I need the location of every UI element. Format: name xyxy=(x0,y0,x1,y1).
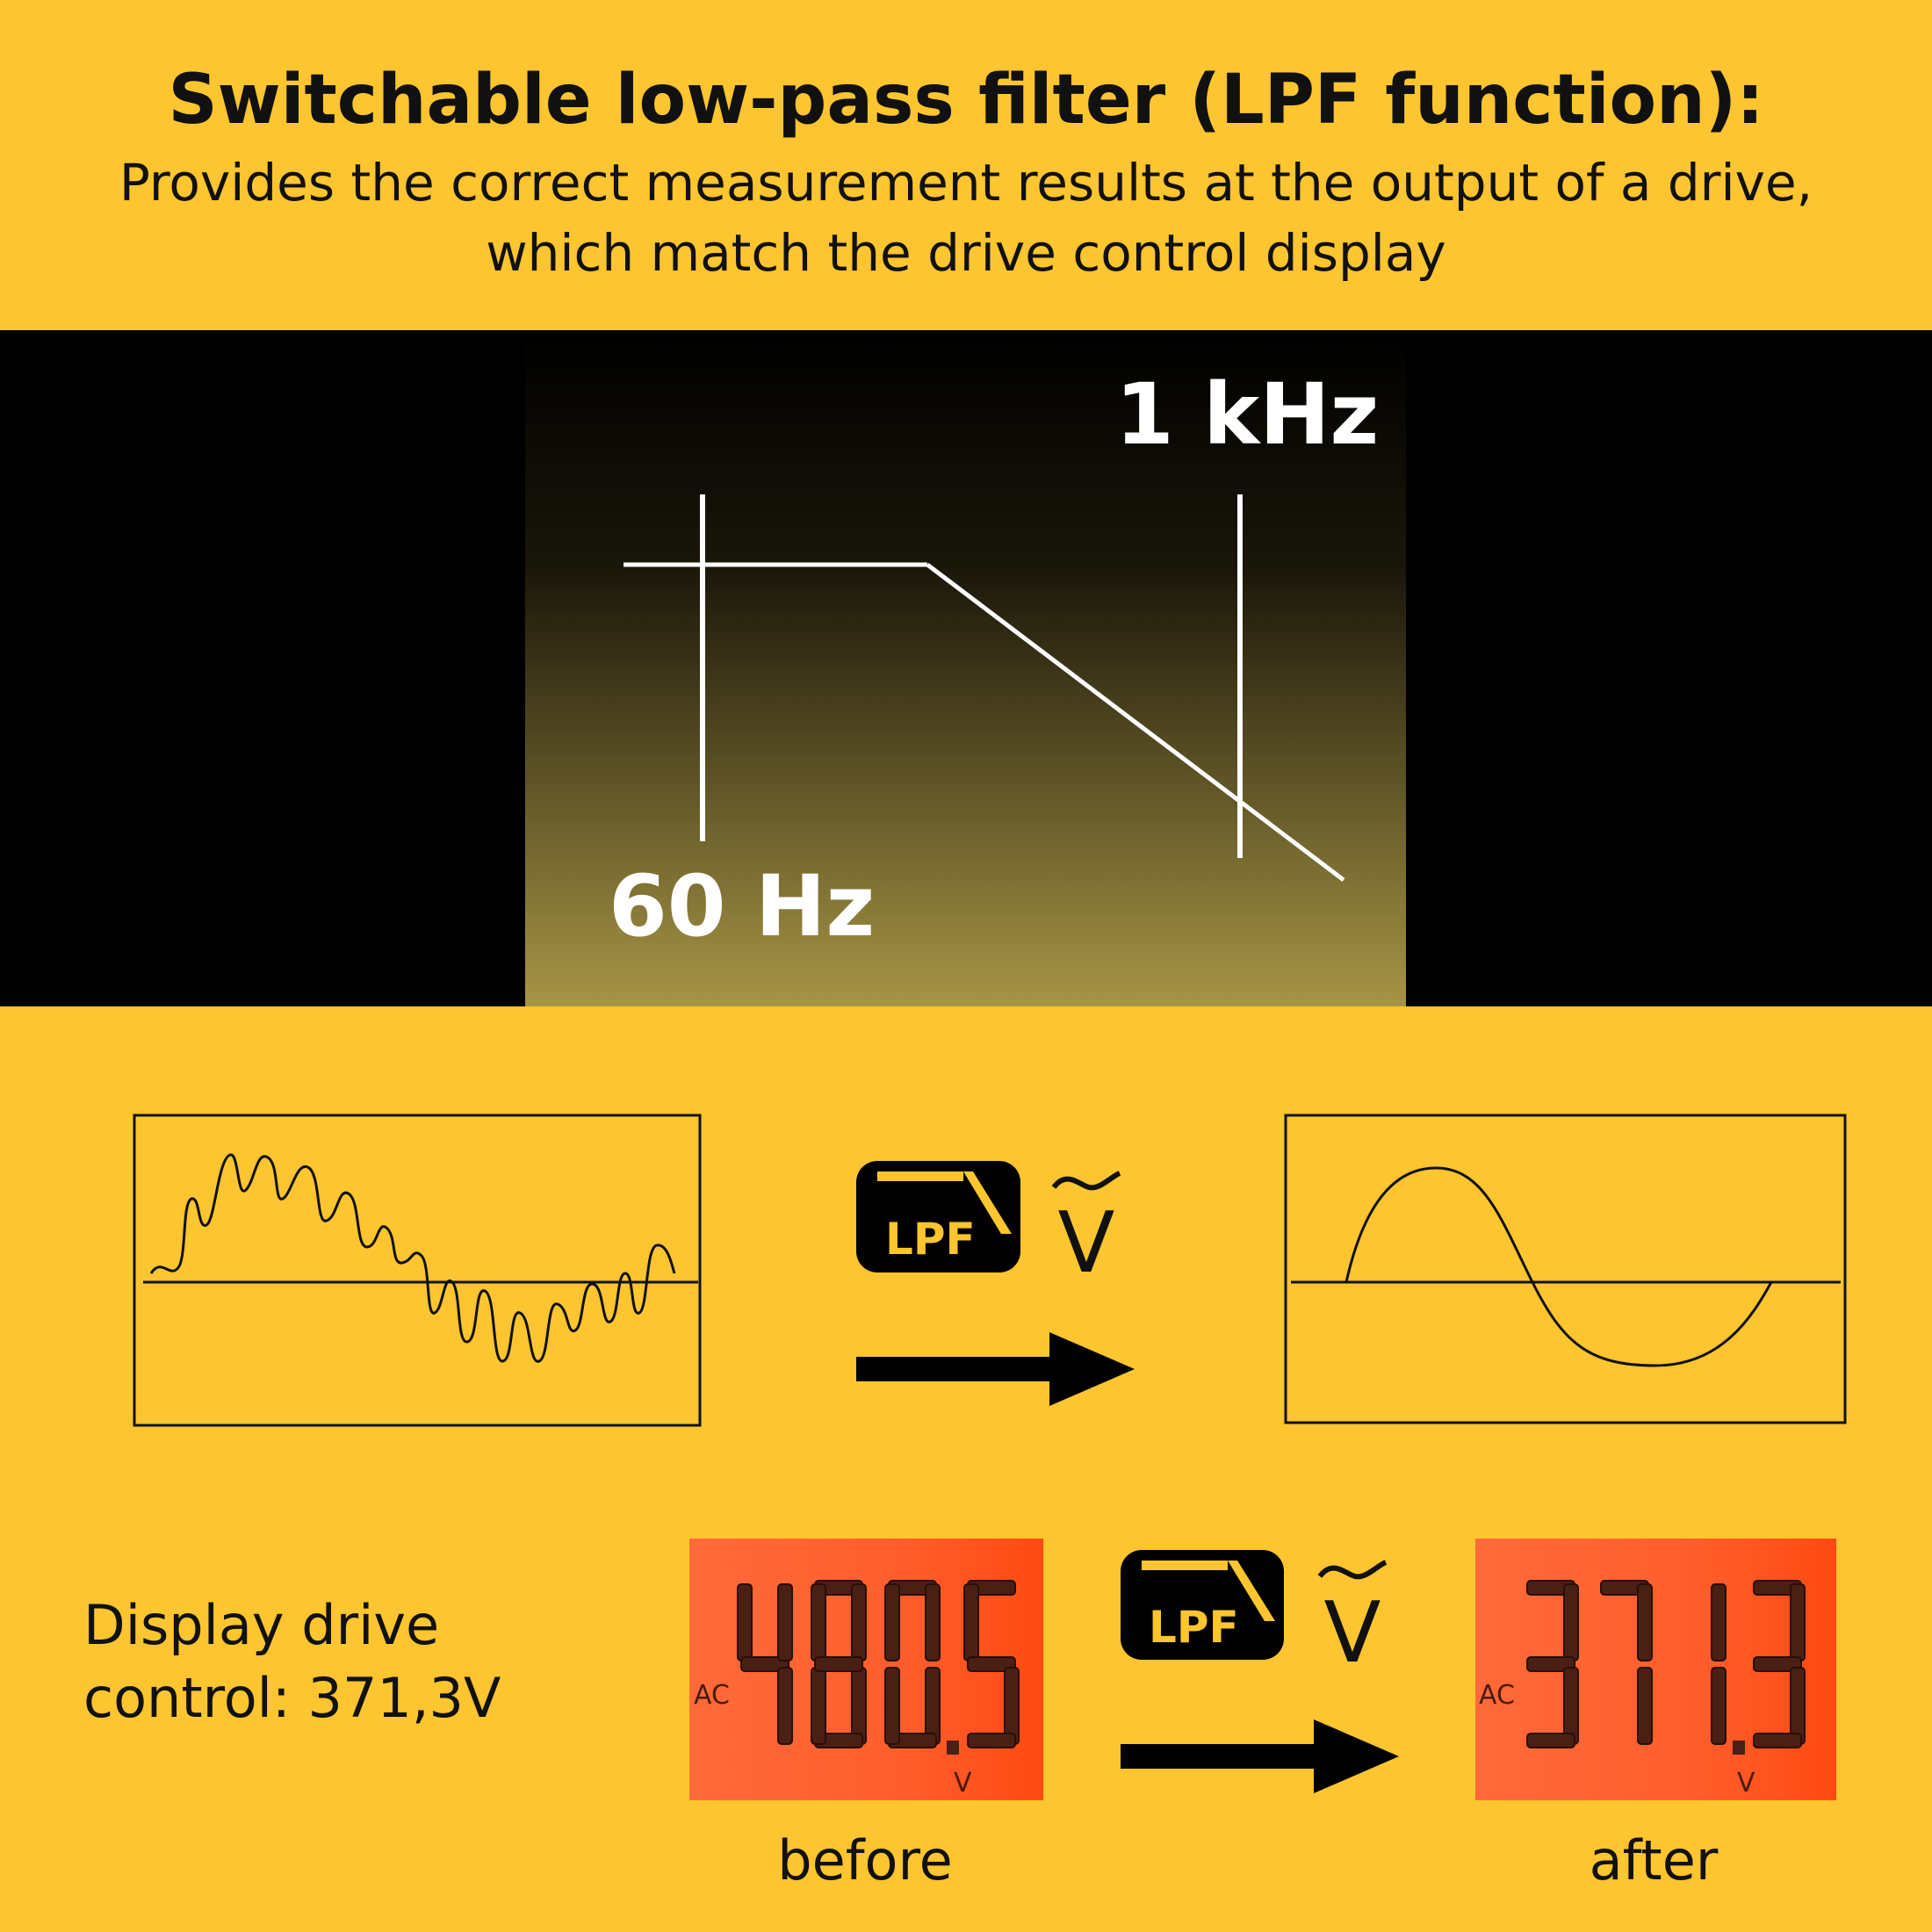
lcd-segment-5-g xyxy=(967,1656,1016,1672)
lcd-segment-4-f xyxy=(737,1583,753,1662)
lcd-segment-0-f xyxy=(884,1583,900,1662)
lcd-segment-0-b xyxy=(925,1583,941,1662)
lcd-segment-3-g xyxy=(1753,1656,1802,1672)
lcd-segment-7-b xyxy=(1637,1583,1653,1662)
lcd-segment-8-c xyxy=(851,1667,867,1745)
lpf-badge-icon-2: LPF xyxy=(1121,1550,1284,1660)
lcd-segment-1-b xyxy=(1711,1583,1727,1662)
filter-diagram-panel xyxy=(525,330,1406,1006)
lcd-segment-0-c xyxy=(925,1667,941,1745)
display-drive-text-line-1: Display drive xyxy=(83,1593,439,1657)
noisy-waveform-box xyxy=(133,1114,702,1427)
lcd-segment-4-b xyxy=(777,1583,793,1662)
lcd-before-digits xyxy=(737,1580,1020,1755)
lcd-segment-1-c xyxy=(1711,1667,1727,1745)
lcd-segment-3-b xyxy=(1790,1583,1806,1662)
lcd-segment-8-g xyxy=(814,1656,863,1672)
lcd-segment-8-b xyxy=(851,1583,867,1662)
lcd-segment-3-c xyxy=(1563,1667,1579,1745)
label-60hz: 60 Hz xyxy=(609,857,875,955)
lcd-after-unit: V xyxy=(1737,1768,1755,1799)
page-title: Switchable low-pass filter (LPF function… xyxy=(168,61,1763,140)
lcd-segment-4-c xyxy=(777,1667,793,1745)
lcd-segment-5-f xyxy=(963,1583,979,1662)
lcd-after-mode: AC xyxy=(1479,1680,1515,1711)
lpf-badge-icon: LPF xyxy=(856,1161,1020,1272)
lcd-segment-0-e xyxy=(884,1667,900,1745)
lcd-segment-3-c xyxy=(1790,1667,1806,1745)
lpf-badge-label: LPF xyxy=(885,1214,976,1265)
lcd-decimal-point xyxy=(1733,1741,1745,1755)
lpf-badge-label-2: LPF xyxy=(1149,1602,1239,1653)
filter-response-curve xyxy=(624,562,1345,882)
lcd-before-unit: V xyxy=(954,1768,972,1799)
lcd-segment-8-f xyxy=(811,1583,826,1662)
arrow-right-icon-2 xyxy=(1121,1719,1399,1793)
subtitle-line-1: Provides the correct measurement results… xyxy=(119,153,1813,213)
lcd-decimal-point xyxy=(947,1741,959,1755)
label-1khz: 1 kHz xyxy=(1115,365,1379,464)
header-band xyxy=(0,0,1932,330)
lcd-after: AC V xyxy=(1475,1539,1836,1800)
lcd-segment-3-b xyxy=(1563,1583,1579,1662)
lcd-segment-3-d xyxy=(1753,1733,1802,1748)
lcd-segment-3-g xyxy=(1526,1656,1575,1672)
lcd-segment-7-c xyxy=(1637,1667,1653,1745)
lcd-segment-5-c xyxy=(1004,1667,1020,1745)
lcd-segment-3-d xyxy=(1526,1733,1575,1748)
ac-voltage-icon-2: V xyxy=(1317,1560,1388,1682)
lcd-segment-4-g xyxy=(740,1656,789,1672)
volt-symbol: V xyxy=(1058,1195,1115,1292)
subtitle-line-2: which match the drive control display xyxy=(486,223,1446,283)
display-drive-text-line-2: control: 371,3V xyxy=(83,1666,501,1730)
arrow-right-icon xyxy=(856,1332,1135,1406)
lcd-before-mode: AC xyxy=(694,1680,730,1711)
ac-voltage-icon: V xyxy=(1051,1171,1121,1292)
lcd-after-digits xyxy=(1526,1580,1806,1755)
lcd-segment-8-e xyxy=(811,1667,826,1745)
filtered-waveform-box xyxy=(1284,1114,1847,1424)
caption-before: before xyxy=(777,1828,953,1892)
lcd-segment-5-d xyxy=(967,1733,1016,1748)
volt-symbol-2: V xyxy=(1324,1585,1381,1682)
caption-after: after xyxy=(1590,1828,1719,1892)
lcd-before: AC V xyxy=(689,1539,1043,1800)
